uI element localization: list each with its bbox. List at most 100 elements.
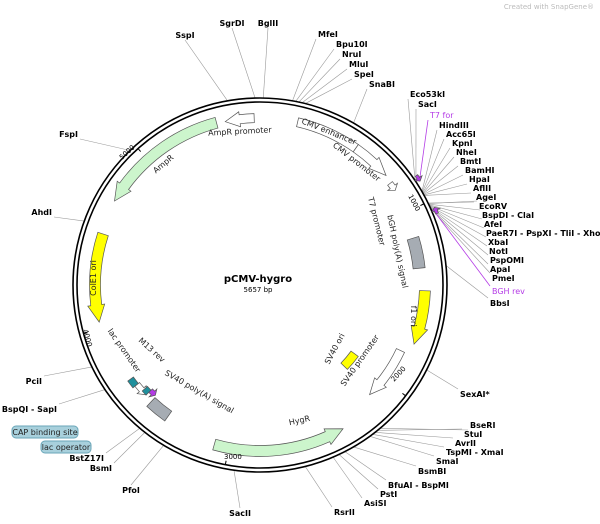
t7-for-primer-arrow[interactable]	[413, 174, 423, 182]
leader-line	[113, 432, 146, 464]
enzyme-site-bfuai-bspmi[interactable]: BfuAI - BspMI	[388, 481, 449, 490]
tick-mark	[420, 203, 425, 206]
sv40-ori-box[interactable]	[340, 350, 359, 370]
enzyme-site-bsmbi[interactable]: BsmBI	[418, 467, 446, 476]
t7-for-primer-label[interactable]: T7 for	[429, 111, 454, 120]
primer-leader	[435, 213, 491, 287]
leader-line	[292, 38, 317, 101]
enzyme-site-kpni[interactable]: KpnI	[452, 139, 473, 148]
enzyme-site-pcii[interactable]: PciI	[26, 377, 42, 386]
m13-rev-arrow[interactable]	[147, 387, 158, 398]
leader-line	[429, 205, 487, 238]
leader-line	[424, 192, 472, 196]
tick-3000: 3000	[224, 453, 242, 461]
enzyme-site-paer7i-pspxi-tlii-xhoi[interactable]: PaeR7I - PspXI - TliI - XhoI	[486, 229, 600, 238]
hygr-arrow[interactable]	[212, 428, 344, 457]
cap-binding-site-box[interactable]	[11, 425, 79, 439]
enzyme-site-bglii[interactable]: BglII	[258, 19, 279, 28]
hygr-label: HygR	[288, 414, 311, 427]
enzyme-site-sspi[interactable]: SspI	[175, 31, 194, 40]
lac-promoter-label: lac promoter	[106, 327, 143, 375]
leader-line	[428, 204, 483, 220]
leader-line	[422, 147, 451, 193]
leader-line	[233, 470, 241, 509]
enzyme-site-bspqi-sapi[interactable]: BspQI - SapI	[2, 405, 57, 414]
leader-line	[353, 446, 417, 467]
enzyme-site-tspmi-xmai[interactable]: TspMI - XmaI	[446, 448, 504, 457]
bgh-polya-box[interactable]	[406, 236, 426, 270]
leader-line	[423, 174, 464, 195]
tick-mark	[224, 460, 227, 465]
enzyme-site-mfei[interactable]: MfeI	[318, 30, 338, 39]
ampr-promoter-arrow[interactable]	[224, 111, 255, 128]
enzyme-site-hpai[interactable]: HpaI	[469, 175, 490, 184]
enzyme-site-eco53ki[interactable]: Eco53kI	[410, 90, 445, 99]
features	[87, 111, 442, 457]
leader-line	[428, 200, 478, 204]
enzyme-labels: SspI SgrDI BglII MfeIBpu10INruIMluISpeISnaB…	[2, 19, 600, 518]
enzyme-site-afei[interactable]: AfeI	[484, 220, 502, 229]
plasmid-name: pCMV-hygro	[224, 274, 292, 285]
leader-line	[43, 366, 92, 377]
enzyme-site-pfoi[interactable]: PfoI	[122, 486, 140, 495]
enzyme-site-hindiii[interactable]: HindIII	[439, 121, 469, 130]
enzyme-site-pspomi[interactable]: PspOMI	[490, 256, 524, 265]
leader-line	[380, 427, 469, 431]
enzyme-site-rsrii[interactable]: RsrII	[334, 508, 355, 517]
ampr-arrow[interactable]	[114, 116, 219, 202]
leader-line	[430, 207, 489, 265]
enzyme-site-smai[interactable]: SmaI	[436, 457, 458, 466]
enzyme-site-apai[interactable]: ApaI	[490, 265, 510, 274]
enzyme-site-ecorv[interactable]: EcoRV	[479, 202, 508, 211]
enzyme-site-bsmi[interactable]: BsmI	[90, 464, 112, 473]
enzyme-site-bmti[interactable]: BmtI	[460, 157, 481, 166]
leader-line	[301, 68, 348, 104]
enzyme-site-nhei[interactable]: NheI	[456, 148, 477, 157]
enzyme-site-sacii[interactable]: SacII	[229, 509, 251, 518]
f1-ori-arrow[interactable]	[410, 290, 431, 345]
enzyme-site-sexai-[interactable]: SexAI*	[460, 390, 491, 399]
leader-line	[426, 369, 459, 390]
lac-operator-box[interactable]	[40, 440, 92, 454]
enzyme-site-pmei[interactable]: PmeI	[492, 274, 515, 283]
bgh-rev-primer-label[interactable]: BGH rev	[492, 287, 525, 296]
enzyme-site-psti[interactable]: PstI	[380, 490, 397, 499]
enzyme-site-agei[interactable]: AgeI	[476, 193, 496, 202]
sv40-promoter-arrow[interactable]	[369, 348, 406, 396]
enzyme-site-sgrdi[interactable]: SgrDI	[219, 19, 244, 28]
enzyme-site-fspi[interactable]: FspI	[59, 130, 78, 139]
enzyme-site-bpu10i[interactable]: Bpu10I	[336, 40, 368, 49]
leader-line	[79, 138, 131, 151]
leader-line	[262, 27, 269, 99]
bgh-rev-primer-arrow[interactable]	[430, 206, 442, 215]
enzyme-site-acc65i[interactable]: Acc65I	[446, 130, 476, 139]
cole1-ori-arrow[interactable]	[87, 231, 109, 323]
enzyme-site-noti[interactable]: NotI	[489, 247, 508, 256]
enzyme-site-asisi[interactable]: AsiSI	[364, 499, 386, 508]
leader-line	[377, 428, 463, 431]
leader-line	[130, 445, 164, 486]
enzyme-site-bseri[interactable]: BseRI	[470, 421, 495, 430]
enzyme-site-ahdi[interactable]: AhdI	[31, 208, 52, 217]
cap-binding-site-label: CAP binding site	[12, 428, 77, 437]
cap-site-box[interactable]	[127, 376, 139, 389]
enzyme-site-xbai[interactable]: XbaI	[488, 238, 508, 247]
t7-promoter-arrow[interactable]	[386, 181, 399, 191]
enzyme-site-stui[interactable]: StuI	[464, 430, 482, 439]
enzyme-site-nrui[interactable]: NruI	[342, 50, 361, 59]
cmv-promoter-arrow[interactable]	[352, 144, 387, 177]
tick-mark	[402, 393, 406, 397]
enzyme-site-spei[interactable]: SpeI	[354, 70, 374, 79]
lac-operator-box[interactable]	[141, 385, 152, 396]
enzyme-site-avrii[interactable]: AvrII	[455, 439, 476, 448]
m13-rev-label: M13 rev	[137, 336, 167, 365]
enzyme-site-bbsi[interactable]: BbsI	[490, 299, 510, 308]
enzyme-site-mlui[interactable]: MluI	[349, 60, 368, 69]
enzyme-site-aflii[interactable]: AflII	[473, 184, 491, 193]
enzyme-site-bamhi[interactable]: BamHI	[465, 166, 495, 175]
sv40-polya-box[interactable]	[146, 397, 173, 422]
enzyme-site-saci[interactable]: SacI	[418, 100, 437, 109]
enzyme-site-snabi[interactable]: SnaBI	[369, 80, 395, 89]
enzyme-site-bspdi-clai[interactable]: BspDI - ClaI	[482, 211, 534, 220]
enzyme-site-bstz17i[interactable]: BstZ17I	[69, 454, 104, 463]
